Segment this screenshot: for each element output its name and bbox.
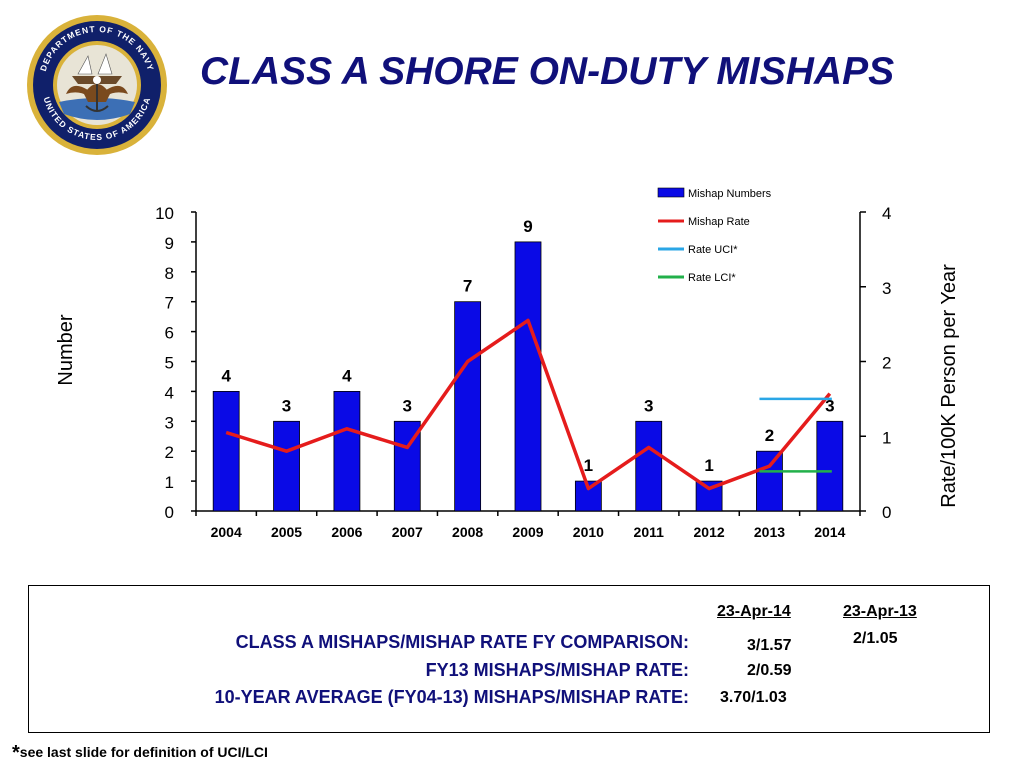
x-tick-label: 2013 bbox=[754, 524, 785, 540]
data-label-2014: 3 bbox=[825, 396, 834, 415]
page-title: CLASS A SHORE ON-DUTY MISHAPS bbox=[200, 50, 895, 93]
y-tick-label: 2 bbox=[165, 443, 174, 462]
x-tick-label: 2007 bbox=[392, 524, 423, 540]
y-tick-label: 9 bbox=[165, 234, 174, 253]
bar-2005 bbox=[273, 420, 300, 512]
y-tick-label: 7 bbox=[165, 294, 174, 313]
mishaps-chart: 0 1 2 3 4 5 6 7 8 9 10 0 1 2 3 4 2004 2005 2006 2007 2008 200… bbox=[55, 187, 960, 540]
bar-2011 bbox=[635, 420, 663, 512]
bar-2013 bbox=[756, 450, 783, 512]
y2-tick-label: 1 bbox=[882, 428, 891, 447]
data-label-2013: 2 bbox=[765, 426, 774, 445]
line-series bbox=[225, 318, 832, 491]
bar-2014 bbox=[816, 420, 844, 512]
y2-tick-label: 4 bbox=[882, 204, 891, 223]
y-axis-label: Number bbox=[55, 314, 77, 385]
y2-axis-label: Rate/100K Person per Year bbox=[938, 264, 960, 508]
y-tick-label: 1 bbox=[165, 473, 174, 492]
value-fy-comparison-2013: 2/1.05 bbox=[853, 630, 898, 647]
y2-tick-label: 2 bbox=[882, 354, 891, 373]
row-label-10yr-average: 10-YEAR AVERAGE (FY04-13) MISHAPS/MISHAP… bbox=[214, 687, 689, 707]
legend-label: Mishap Numbers bbox=[688, 188, 772, 200]
col-header-2013: 23-Apr-13 bbox=[843, 603, 917, 620]
footnote: *see last slide for definition of UCI/LC… bbox=[12, 742, 268, 765]
summary-box: 23-Apr-14 23-Apr-13 CLASS A MISHAPS/MISH… bbox=[28, 585, 990, 733]
footnote-text: see last slide for definition of UCI/LCI bbox=[19, 744, 268, 760]
navy-seal-logo: DEPARTMENT OF THE NAVY UNITED STATES OF … bbox=[27, 15, 167, 155]
legend-label: Rate LCI* bbox=[688, 272, 736, 284]
data-label-2010: 1 bbox=[584, 456, 593, 475]
value-fy-comparison-2014: 3/1.57 bbox=[747, 637, 792, 654]
col-header-2014: 23-Apr-14 bbox=[717, 603, 791, 620]
x-tick-label: 2009 bbox=[512, 524, 543, 540]
x-tick-label: 2005 bbox=[271, 524, 302, 540]
y2-tick-label: 0 bbox=[882, 503, 891, 522]
line-mishap-rate bbox=[225, 318, 832, 491]
y-tick-label: 4 bbox=[165, 383, 174, 402]
x-tick-label: 2010 bbox=[573, 524, 604, 540]
bar-2008 bbox=[454, 301, 482, 512]
data-label-2006: 4 bbox=[342, 366, 352, 385]
bar-series bbox=[212, 241, 844, 512]
bar-2006 bbox=[333, 390, 361, 512]
chart-legend: Mishap Numbers Mishap Rate Rate UCI* Rate L… bbox=[657, 187, 772, 284]
value-10yr-average: 3.70/1.03 bbox=[720, 689, 787, 706]
y-tick-label: 8 bbox=[165, 264, 174, 283]
y-tick-label: 10 bbox=[155, 204, 174, 223]
legend-swatch-bar bbox=[657, 187, 685, 198]
x-tick-label: 2006 bbox=[331, 524, 362, 540]
y-tick-label: 5 bbox=[165, 354, 174, 373]
data-labels: 4 3 4 3 7 9 1 3 1 2 3 bbox=[221, 217, 834, 475]
x-tick-label: 2012 bbox=[694, 524, 725, 540]
x-tick-label: 2008 bbox=[452, 524, 483, 540]
legend-label: Mishap Rate bbox=[688, 216, 750, 228]
bar-2004 bbox=[212, 390, 240, 512]
y-tick-label: 0 bbox=[165, 503, 174, 522]
data-label-2008: 7 bbox=[463, 277, 472, 296]
value-fy13: 2/0.59 bbox=[747, 662, 792, 679]
data-label-2011: 3 bbox=[644, 396, 653, 415]
chart-axes: 0 1 2 3 4 5 6 7 8 9 10 0 1 2 3 4 2004 2005 2006 2007 2008 200… bbox=[155, 204, 891, 540]
bar-2009 bbox=[514, 241, 542, 512]
row-label-fy-comparison: CLASS A MISHAPS/MISHAP RATE FY COMPARISO… bbox=[235, 632, 689, 652]
row-label-fy13: FY13 MISHAPS/MISHAP RATE: bbox=[425, 660, 689, 680]
x-tick-label: 2014 bbox=[814, 524, 845, 540]
data-label-2012: 1 bbox=[704, 456, 713, 475]
data-label-2005: 3 bbox=[282, 396, 291, 415]
data-label-2009: 9 bbox=[523, 217, 532, 236]
footnote-star: * bbox=[12, 742, 20, 764]
legend-label: Rate UCI* bbox=[688, 244, 738, 256]
y-tick-label: 6 bbox=[165, 324, 174, 343]
x-tick-label: 2011 bbox=[634, 524, 665, 540]
data-label-2004: 4 bbox=[221, 366, 231, 385]
y2-tick-label: 3 bbox=[882, 279, 891, 298]
y-tick-label: 3 bbox=[165, 413, 174, 432]
x-tick-label: 2004 bbox=[211, 524, 242, 540]
data-label-2007: 3 bbox=[403, 396, 412, 415]
